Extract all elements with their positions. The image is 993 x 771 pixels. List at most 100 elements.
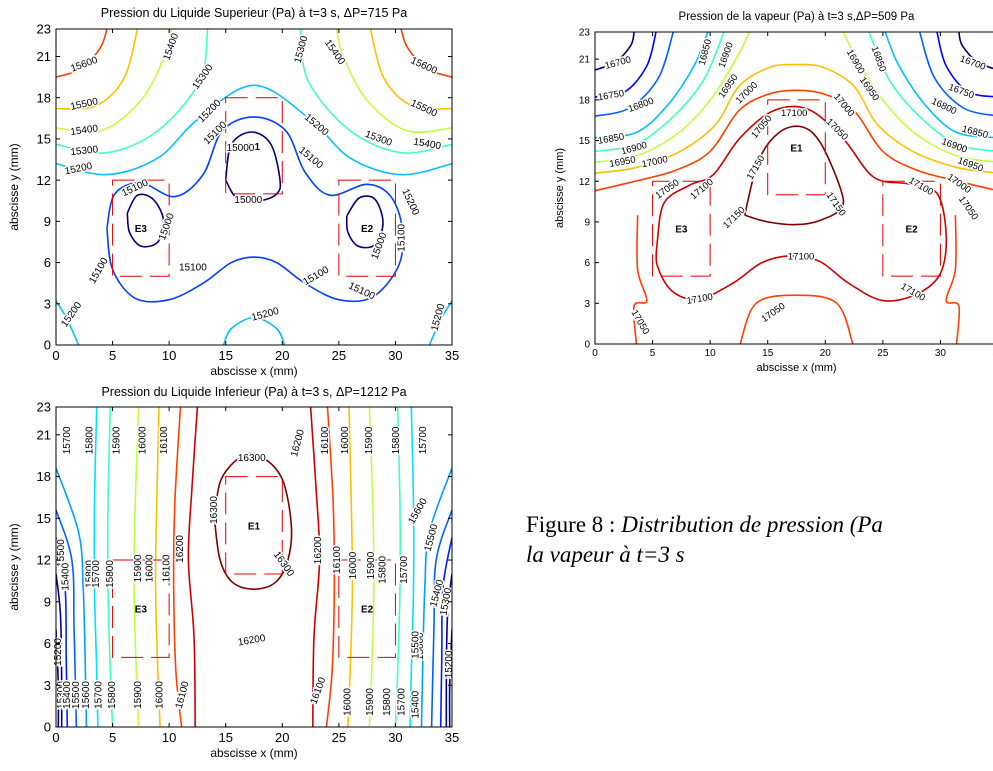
contour-line-15600 xyxy=(56,467,88,727)
contour-line-17050 xyxy=(945,215,961,344)
caption-prefix: Figure 8 : xyxy=(526,512,622,537)
electrode-label-e3: E3 xyxy=(675,225,688,236)
y-axis-label: abscisse y (mm) xyxy=(554,148,566,228)
contour-line-15400 xyxy=(56,537,69,727)
contour-label: 15000 xyxy=(227,143,255,154)
contour-label: 15600 xyxy=(415,632,426,660)
contour-line-15400 xyxy=(56,29,173,134)
y-tick-label: 21 xyxy=(37,428,51,443)
electrode-label-e1: E1 xyxy=(248,521,261,532)
contour-line-16300 xyxy=(213,452,293,591)
contour-label: 15500 xyxy=(56,539,67,567)
contour-line-15000 xyxy=(224,131,282,202)
y-tick-label: 3 xyxy=(584,299,590,310)
electrode-label-e2: E2 xyxy=(361,224,374,235)
contour-line-17050 xyxy=(632,215,648,344)
electrode-outline-e1 xyxy=(225,476,283,575)
contour-label: 16000 xyxy=(138,426,149,454)
contour-line-15300 xyxy=(445,573,452,727)
contour-label: 16100 xyxy=(332,546,343,574)
x-tick-label: 5 xyxy=(109,348,116,363)
contour-label: 15700 xyxy=(94,681,105,709)
contour-line-15200 xyxy=(428,300,452,345)
y-tick-label: 6 xyxy=(44,255,51,270)
contour-label: 15200 xyxy=(53,638,64,666)
electrode-label-e3: E3 xyxy=(135,605,148,616)
plot-frame xyxy=(55,406,453,728)
contour-plot-upper-liquid: Pression du Liquide Superieur (Pa) à t=3… xyxy=(7,6,459,378)
y-tick-label: 21 xyxy=(37,49,51,64)
contour-line-15200 xyxy=(56,300,80,345)
x-tick-label: 25 xyxy=(877,348,889,359)
x-tick-label: 10 xyxy=(162,730,176,745)
y-tick-label: 15 xyxy=(37,511,51,526)
contour-label: 16000 xyxy=(144,554,155,582)
plot-area xyxy=(595,32,993,344)
contour-line-15600 xyxy=(400,29,452,78)
contour-line-15900 xyxy=(368,407,375,727)
electrode-label-e2: E2 xyxy=(906,225,919,236)
contour-line-15500 xyxy=(430,509,452,727)
electrode-outline-e3 xyxy=(112,559,170,658)
x-tick-label: 15 xyxy=(218,348,232,363)
contour-label: 15900 xyxy=(366,551,377,579)
contour-line-15000 xyxy=(126,193,165,248)
y-tick-label: 12 xyxy=(37,553,51,568)
contour-line-16100 xyxy=(325,407,336,727)
contour-line-15500 xyxy=(56,509,78,727)
contour-label: 16000 xyxy=(155,681,166,709)
contour-line-17150 xyxy=(743,125,845,226)
plot-area xyxy=(56,29,452,345)
contour-line-15300 xyxy=(56,29,209,154)
contour-label: 15600 xyxy=(81,681,92,709)
contour-line-17100 xyxy=(655,105,948,302)
contour-line-16800 xyxy=(918,32,993,117)
contour-line-15300 xyxy=(56,573,63,727)
y-axis-label: abscisse y (mm) xyxy=(7,523,21,610)
x-tick-label: 35 xyxy=(445,730,459,745)
contour-lines xyxy=(595,32,993,344)
contour-line-16850 xyxy=(595,32,709,139)
caption-description-line1: Distribution de pression (Pa xyxy=(621,512,883,537)
y-tick-label: 3 xyxy=(44,678,51,693)
contour-label: 15400 xyxy=(62,681,73,709)
contour-label: 15000 xyxy=(234,195,262,206)
contour-label: 15900 xyxy=(364,426,375,454)
figure-caption: Figure 8 : Distribution de pression (Pa … xyxy=(526,510,993,572)
contour-label: 15800 xyxy=(391,426,402,454)
x-tick-label: 30 xyxy=(388,348,402,363)
y-tick-label: 18 xyxy=(37,469,51,484)
contour-label: 15800 xyxy=(382,688,393,716)
contour-label: 15300 xyxy=(70,144,99,158)
contour-lines xyxy=(56,407,452,727)
contour-lines xyxy=(56,29,452,345)
electrode-label-e1: E1 xyxy=(248,142,261,153)
x-tick-label: 25 xyxy=(332,730,346,745)
chart-title: Pression de la vapeur (Pa) à t=3 s,ΔP=50… xyxy=(679,11,916,23)
contour-line-15100 xyxy=(106,116,404,303)
contour-label: 16100 xyxy=(159,426,170,454)
contour-line-15800 xyxy=(394,407,402,727)
contour-line-16750 xyxy=(936,32,993,98)
x-tick-label: 0 xyxy=(52,730,59,745)
x-tick-label: 15 xyxy=(762,348,774,359)
contour-line-16000 xyxy=(347,407,354,727)
contour-label: 15700 xyxy=(418,426,429,454)
y-tick-label: 9 xyxy=(584,218,590,229)
contour-label: 16000 xyxy=(342,688,353,716)
x-tick-label: 35 xyxy=(445,348,459,363)
electrode-outline-e3 xyxy=(652,180,711,277)
contour-label: 15100 xyxy=(397,223,408,251)
y-tick-label: 9 xyxy=(44,594,51,609)
contour-label: 15800 xyxy=(84,560,95,588)
electrode-outline-e1 xyxy=(767,99,826,196)
contour-label: 16200 xyxy=(175,535,186,563)
contour-line-17050 xyxy=(595,89,993,192)
contour-line-16800 xyxy=(595,32,675,117)
electrode-label-e2: E2 xyxy=(361,605,374,616)
y-tick-label: 3 xyxy=(44,296,51,311)
chart-upper-liquid: Pression du Liquide Superieur (Pa) à t=3… xyxy=(0,0,470,380)
contour-line-15700 xyxy=(409,407,415,727)
